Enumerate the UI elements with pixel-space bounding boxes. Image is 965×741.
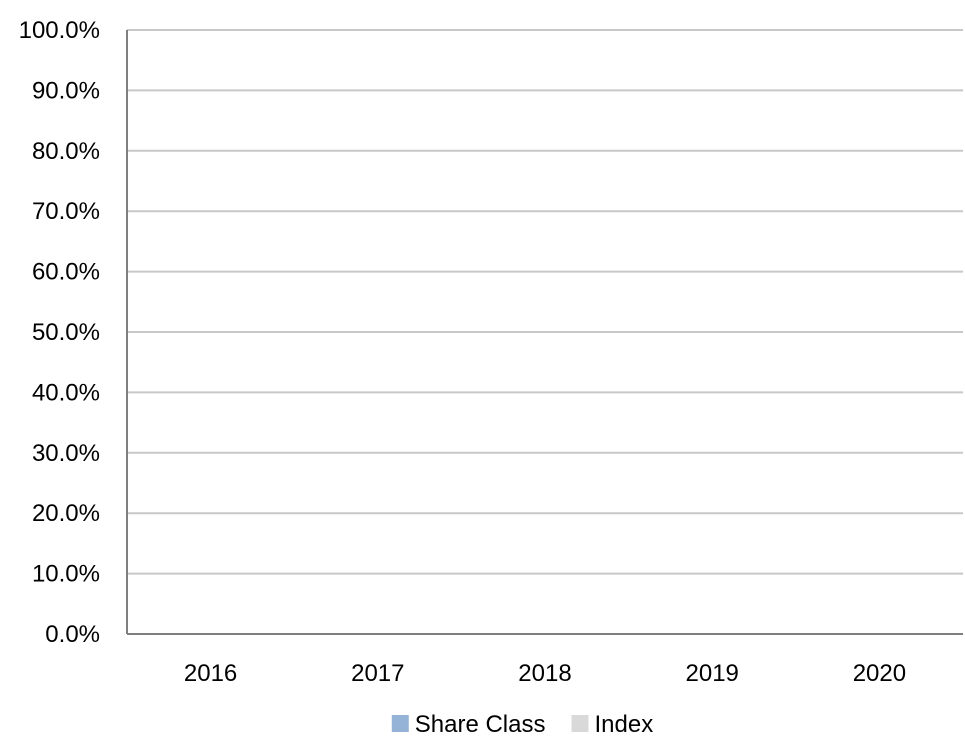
y-axis-tick-labels: 0.0% 10.0% 20.0% 30.0% 40.0% 50.0% 60.0% 70.0% 8…	[19, 17, 100, 648]
y-tick-label: 0.0%	[45, 621, 100, 648]
x-tick-label: 2019	[686, 660, 739, 687]
legend: Share Class Index	[391, 711, 654, 738]
gridlines	[127, 29, 963, 575]
y-tick-label: 60.0%	[32, 259, 100, 286]
x-tick-label: 2017	[351, 660, 404, 687]
y-tick-label: 40.0%	[32, 379, 100, 406]
y-tick-label: 50.0%	[32, 319, 100, 346]
y-tick-label: 100.0%	[19, 17, 100, 44]
legend-label: Share Class	[415, 711, 546, 738]
y-tick-label: 20.0%	[32, 500, 100, 527]
y-tick-label: 70.0%	[32, 198, 100, 225]
x-tick-label: 2018	[518, 660, 571, 687]
y-tick-label: 80.0%	[32, 138, 100, 165]
x-axis-tick-labels: 2016 2017 2018 2019 2020	[184, 660, 906, 687]
x-tick-label: 2020	[853, 660, 906, 687]
y-tick-label: 10.0%	[32, 561, 100, 588]
y-tick-label: 90.0%	[32, 77, 100, 104]
x-tick-label: 2016	[184, 660, 237, 687]
legend-swatch	[571, 715, 589, 732]
legend-swatch	[391, 715, 409, 732]
y-tick-label: 30.0%	[32, 440, 100, 467]
axes	[126, 30, 963, 635]
legend-label: Index	[595, 711, 654, 738]
